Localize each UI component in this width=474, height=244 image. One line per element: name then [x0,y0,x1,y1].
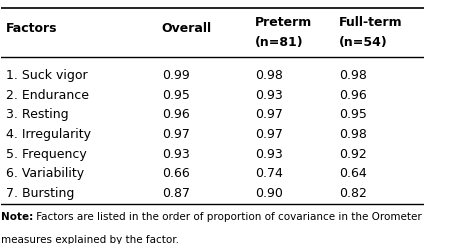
Text: Preterm: Preterm [255,16,312,29]
Text: 0.74: 0.74 [255,167,283,180]
Text: 0.99: 0.99 [162,69,190,82]
Text: 0.98: 0.98 [255,69,283,82]
Text: 0.64: 0.64 [339,167,367,180]
Text: 0.98: 0.98 [339,128,367,141]
Text: 0.90: 0.90 [255,187,283,200]
Text: 4. Irregularity: 4. Irregularity [6,128,91,141]
Text: 0.93: 0.93 [255,148,283,161]
Text: 0.97: 0.97 [255,108,283,122]
Text: 0.82: 0.82 [339,187,367,200]
Text: 0.98: 0.98 [339,69,367,82]
Text: (n=81): (n=81) [255,36,303,49]
Text: 0.96: 0.96 [162,108,190,122]
Text: 0.97: 0.97 [255,128,283,141]
Text: 3. Resting: 3. Resting [6,108,68,122]
Text: 5. Frequency: 5. Frequency [6,148,86,161]
Text: 0.66: 0.66 [162,167,190,180]
Text: 0.93: 0.93 [162,148,190,161]
Text: 7. Bursting: 7. Bursting [6,187,74,200]
Text: 0.92: 0.92 [339,148,367,161]
Text: 0.87: 0.87 [162,187,190,200]
Text: 1. Suck vigor: 1. Suck vigor [6,69,87,82]
Text: (n=54): (n=54) [339,36,388,49]
Text: Note:: Note: [1,212,34,222]
Text: 2. Endurance: 2. Endurance [6,89,89,102]
Text: 6. Variability: 6. Variability [6,167,84,180]
Text: 0.93: 0.93 [255,89,283,102]
Text: measures explained by the factor.: measures explained by the factor. [1,235,179,244]
Text: 0.95: 0.95 [339,108,367,122]
Text: Full-term: Full-term [339,16,403,29]
Text: 0.96: 0.96 [339,89,367,102]
Text: Factors are listed in the order of proportion of covariance in the Orometer: Factors are listed in the order of propo… [33,212,422,222]
Text: 0.95: 0.95 [162,89,190,102]
Text: 0.97: 0.97 [162,128,190,141]
Text: Factors: Factors [6,22,57,35]
Text: Overall: Overall [162,22,212,35]
